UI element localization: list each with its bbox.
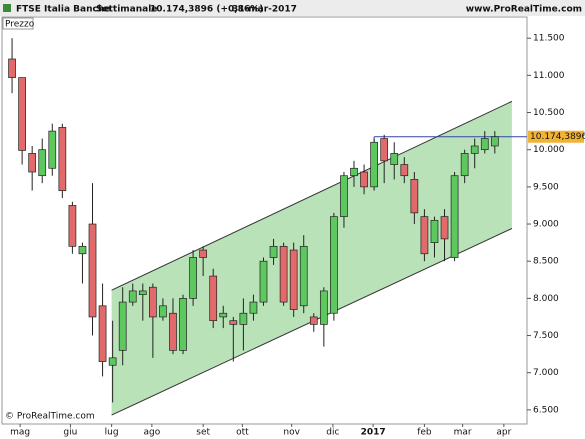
candle-body	[440, 216, 449, 240]
candle-body	[420, 216, 429, 255]
candle-body	[360, 171, 368, 188]
candle-body	[460, 153, 469, 177]
candle-body	[490, 136, 499, 147]
candle-body	[249, 301, 258, 314]
candle-body	[189, 257, 197, 299]
candle-body	[309, 316, 318, 325]
candle-body	[219, 312, 228, 318]
candle-body	[8, 58, 16, 78]
candle-body	[78, 245, 87, 255]
candle-body	[259, 260, 268, 303]
candle-body	[269, 245, 278, 258]
logo-icon	[3, 4, 11, 12]
y-tick-label: 7.000	[533, 368, 559, 378]
candle-body	[430, 219, 439, 243]
y-tick-label: 7.500	[533, 331, 559, 341]
x-tick-label: dic	[326, 428, 339, 438]
x-tick-label: nov	[283, 428, 300, 438]
candle-body	[48, 130, 57, 169]
candle-body	[88, 223, 97, 318]
quote: 10.174,3896 (+0,86%)	[150, 5, 263, 15]
candle-body	[299, 245, 308, 307]
candle-body	[18, 77, 26, 151]
footer: © ProRealTime.com	[5, 412, 95, 422]
candle-body	[380, 138, 389, 162]
candle-body	[169, 312, 177, 351]
panel-label-box	[2, 17, 34, 30]
header-bar	[0, 0, 585, 16]
y-tick-label: 8.000	[533, 294, 559, 304]
candle-body	[480, 138, 489, 151]
x-tick-label: giu	[63, 428, 77, 438]
y-tick-label: 11.000	[533, 71, 565, 81]
y-tick-label: 10.500	[533, 108, 565, 118]
period: Settimanale	[96, 5, 157, 15]
channel-upper-line	[111, 100, 513, 291]
x-tick-label: ott	[236, 428, 249, 438]
x-tick-label: lug	[105, 428, 119, 438]
last-price-box	[528, 130, 584, 143]
x-tick-label: feb	[417, 428, 432, 438]
candle-body	[28, 153, 37, 173]
candle-body	[390, 153, 399, 165]
x-tick-label: apr	[496, 428, 511, 438]
candle-body	[450, 175, 459, 258]
y-tick-label: 11.500	[533, 34, 565, 44]
x-tick-label: mar	[454, 428, 472, 438]
candle-body	[209, 275, 218, 322]
candle-body	[149, 286, 157, 318]
candle-body	[58, 127, 67, 191]
candle-body	[279, 245, 288, 303]
candle-body	[289, 249, 298, 310]
y-tick-label: 8.500	[533, 257, 559, 267]
candle-body	[108, 357, 117, 366]
y-tick-label: 10.000	[533, 145, 565, 155]
y-tick-label: 6.500	[533, 405, 559, 415]
candle-body	[319, 290, 328, 325]
date: 31-mar-2017	[232, 5, 297, 15]
last-price-label: 10.174,3896	[530, 132, 585, 142]
candle-body	[410, 179, 419, 214]
candle-body	[370, 141, 378, 188]
x-tick-label: ago	[143, 428, 160, 438]
candle-body	[38, 149, 47, 177]
candle-body	[239, 312, 248, 325]
x-tick-label: mag	[10, 428, 30, 438]
y-tick-label: 9.500	[533, 182, 559, 192]
title: FTSE Italia Banche	[16, 5, 110, 15]
candle-body	[199, 249, 207, 258]
site[interactable]: www.ProRealTime.com	[466, 5, 582, 15]
candle-body	[138, 290, 147, 296]
candle-body	[68, 205, 77, 247]
candle-body	[340, 175, 348, 217]
candle-body	[330, 216, 338, 314]
x-tick-label: 2017	[361, 428, 386, 438]
candle-body	[98, 305, 107, 362]
candle-body	[118, 301, 127, 351]
x-tick-label: set	[196, 428, 210, 438]
candle-body	[128, 290, 137, 303]
candle-body	[229, 320, 238, 325]
candle-body	[350, 167, 358, 177]
candle-body	[159, 305, 167, 318]
candle-body	[470, 145, 479, 154]
candle-body	[179, 298, 187, 351]
y-tick-label: 9.000	[533, 220, 559, 230]
panel-label: Prezzo	[5, 20, 35, 30]
candle-body	[400, 164, 409, 177]
